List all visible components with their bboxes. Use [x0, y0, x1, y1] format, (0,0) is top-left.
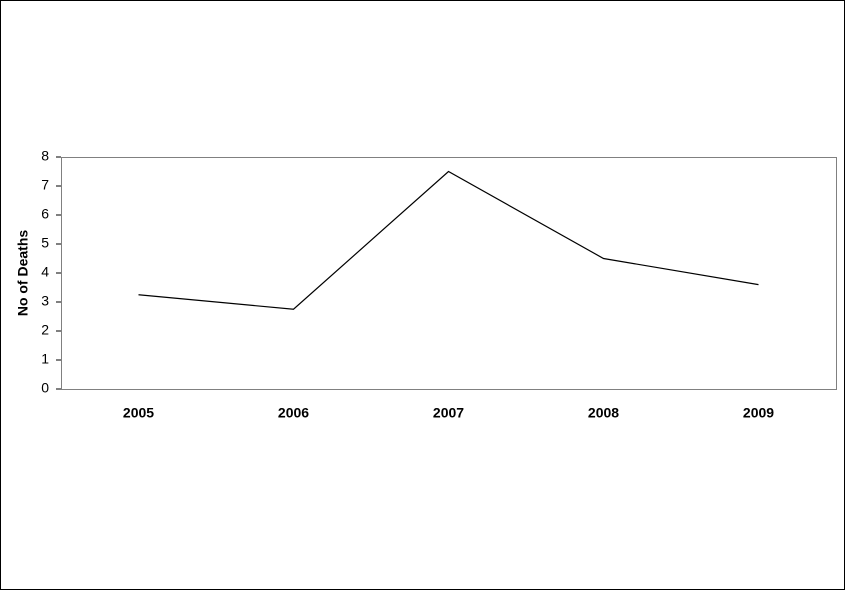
- x-tick-label: 2009: [743, 405, 774, 421]
- line: [138, 170, 759, 310]
- x-tick-label: 2006: [278, 405, 309, 421]
- x-tick-label: 2008: [588, 405, 619, 421]
- y-tick-label: 0: [41, 380, 49, 396]
- y-tick-label: 2: [41, 322, 49, 338]
- x-tick-label: 2007: [433, 405, 464, 421]
- y-tick-label: 7: [41, 177, 49, 193]
- y-axis-label: No of Deaths: [15, 230, 31, 317]
- y-tick-label: 3: [41, 293, 49, 309]
- y-tick-label: 6: [41, 206, 49, 222]
- y-tick-label: 1: [41, 351, 49, 367]
- y-tick-label: 5: [41, 235, 49, 251]
- y-tick-label: 8: [41, 148, 49, 164]
- y-tick-label: 4: [41, 264, 49, 280]
- plot-area: [61, 157, 837, 390]
- x-tick-label: 2005: [123, 405, 154, 421]
